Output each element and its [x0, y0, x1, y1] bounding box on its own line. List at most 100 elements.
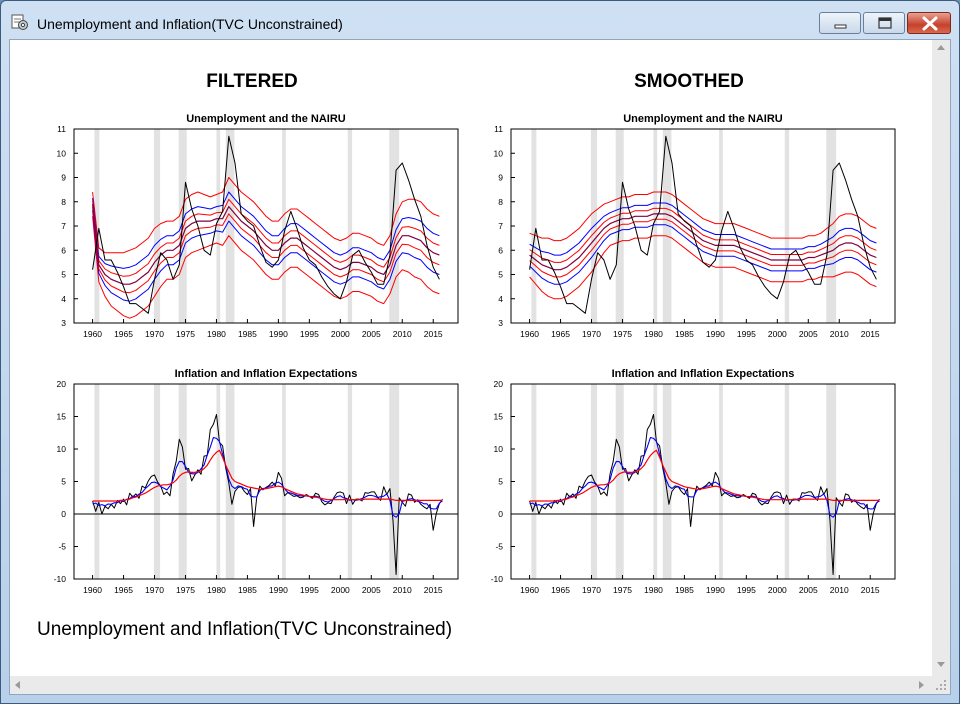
x-tick-label: 2000: [768, 585, 787, 595]
scroll-arrows-vertical: [937, 45, 945, 667]
y-tick-label: 7: [61, 221, 66, 231]
recession-band: [216, 384, 221, 579]
y-tick-label: 4: [61, 294, 66, 304]
y-tick-label: 15: [494, 412, 504, 422]
x-tick-label: 2000: [331, 585, 350, 595]
charts-canvas: Unemployment and the NAIRU 3 4 5 6 7 8 9 10 11 196…: [54, 113, 896, 595]
close-button[interactable]: [907, 12, 951, 34]
x-tick-label: 1995: [737, 329, 756, 339]
chart-title: Inflation and Inflation Expectations: [175, 368, 358, 380]
panel-smoothed-pi: Inflation and Inflation Expectations -10 -…: [491, 368, 896, 595]
x-tick-label: 1965: [114, 329, 133, 339]
x-tick-label: 1990: [706, 329, 725, 339]
x-tick-label: 1990: [706, 585, 725, 595]
x-tick-label: 1995: [300, 585, 319, 595]
fitted-inflation-line: [92, 436, 443, 518]
x-tick-label: 2010: [830, 329, 849, 339]
x-tick-label: 1995: [300, 329, 319, 339]
minimize-icon: [834, 24, 847, 29]
title-bar[interactable]: Unemployment and Inflation(TVC Unconstra…: [1, 1, 959, 39]
inflation-line: [529, 414, 880, 575]
y-tick-label: 10: [57, 148, 67, 158]
x-tick-label: 1970: [145, 329, 164, 339]
recession-band: [719, 384, 723, 579]
x-tick-label: 1985: [238, 329, 257, 339]
recession-band: [653, 129, 658, 323]
expectations-line: [92, 449, 443, 502]
filtered-heading: FILTERED: [206, 71, 298, 92]
y-tick-label: -10: [491, 574, 504, 584]
vertical-scrollbar[interactable]: [932, 40, 950, 676]
recession-band: [719, 129, 723, 323]
resize-grip-icon: [936, 680, 946, 690]
y-tick-label: 7: [498, 221, 503, 231]
minimize-button[interactable]: [819, 12, 861, 34]
expectations-line: [529, 449, 880, 502]
y-tick-label: 15: [57, 412, 67, 422]
inflation-line: [92, 414, 443, 575]
panel-smoothed-u: Unemployment and the NAIRU 3 4 5 6 7 8 9 10 11 196…: [494, 113, 896, 339]
scroll-arrows-horizontal: [15, 681, 924, 689]
y-tick-label: 20: [57, 379, 67, 389]
y-tick-label: 20: [494, 379, 504, 389]
smoothed-heading: SMOOTHED: [634, 71, 744, 92]
y-tick-label: -5: [495, 542, 503, 552]
x-tick-label: 1970: [582, 329, 601, 339]
y-tick-label: 10: [494, 444, 504, 454]
y-tick-label: 8: [61, 197, 66, 207]
recession-band: [826, 384, 837, 579]
x-tick-label: 2015: [861, 585, 880, 595]
x-tick-label: 1970: [582, 585, 601, 595]
x-tick-label: 2005: [362, 585, 381, 595]
band-upper-half: [529, 207, 877, 263]
band-upper-1: [529, 202, 877, 256]
y-tick-label: 5: [61, 270, 66, 280]
x-tick-label: 1970: [145, 585, 164, 595]
recession-band: [216, 129, 221, 323]
y-tick-label: 10: [494, 148, 504, 158]
plot-frame: [510, 383, 896, 580]
x-tick-label: 2010: [830, 585, 849, 595]
recession-band: [531, 129, 537, 323]
recession-band: [347, 129, 353, 323]
x-tick-label: 1960: [83, 585, 102, 595]
band-upper-2: [529, 191, 877, 242]
y-tick-label: 5: [498, 477, 503, 487]
recession-band: [347, 384, 353, 579]
y-tick-label: 6: [61, 245, 66, 255]
x-tick-label: 1965: [114, 585, 133, 595]
y-tick-label: 11: [494, 124, 503, 134]
band-lower-1: [529, 224, 877, 285]
x-tick-label: 1985: [675, 585, 694, 595]
close-icon: [922, 16, 938, 31]
unemployment-line: [529, 135, 877, 314]
x-tick-label: 1985: [238, 585, 257, 595]
y-tick-label: 5: [61, 477, 66, 487]
resize-grip[interactable]: [932, 676, 950, 694]
recession-band: [178, 384, 187, 579]
y-tick-label: 9: [498, 173, 503, 183]
recession-band: [784, 129, 790, 323]
y-tick-label: 9: [61, 173, 66, 183]
horizontal-scrollbar[interactable]: [10, 676, 934, 694]
x-tick-label: 1990: [269, 329, 288, 339]
band-lower-1: [92, 210, 440, 302]
y-tick-label: 5: [498, 270, 503, 280]
y-tick-label: 0: [498, 509, 503, 519]
x-tick-label: 2015: [424, 585, 443, 595]
x-tick-label: 1975: [176, 585, 195, 595]
recession-band: [653, 384, 658, 579]
x-tick-label: 1980: [644, 329, 663, 339]
chart-title: Inflation and Inflation Expectations: [612, 368, 795, 380]
y-tick-label: -5: [58, 542, 66, 552]
recession-band: [94, 129, 100, 323]
maximize-button[interactable]: [863, 12, 905, 34]
x-tick-label: 1965: [551, 585, 570, 595]
panel-filtered-u: Unemployment and the NAIRU 3 4 5 6 7 8 9 10 11 196…: [57, 113, 459, 339]
x-tick-label: 2015: [424, 329, 443, 339]
x-tick-label: 1980: [207, 585, 226, 595]
plot-frame: [73, 383, 459, 580]
recession-band: [531, 384, 537, 579]
x-tick-label: 2000: [768, 329, 787, 339]
y-tick-label: 0: [61, 509, 66, 519]
